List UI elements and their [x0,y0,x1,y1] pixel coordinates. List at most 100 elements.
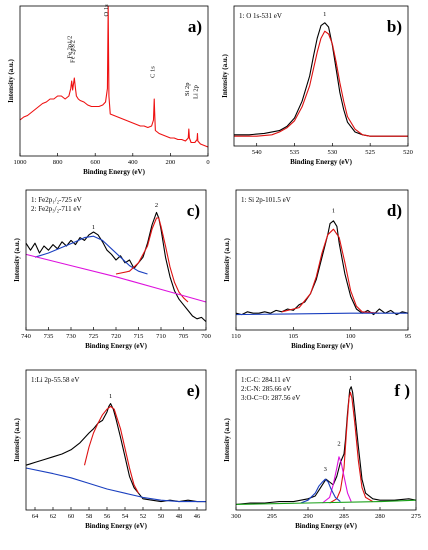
x-axis-label: Binding Energy (eV) [83,168,146,176]
series-line-0 [25,211,207,323]
x-axis-label: Binding Energy (eV) [85,342,148,350]
y-axis-label: Intensity (a.u.) [13,417,21,461]
peak-annotation: 1 [92,224,95,231]
plot-frame [19,5,209,157]
series-line-0 [234,22,408,137]
legend-entry: 1: O 1s-531 eV [239,12,282,20]
x-tick-label: 52 [140,513,147,520]
series-line-1 [234,30,408,137]
x-tick-label: 710 [156,333,166,340]
series-line-2 [235,312,408,316]
x-tick-label: 700 [201,333,211,340]
peak-annotation: 1 [109,393,112,400]
y-axis-label: Intensity (a.u.) [223,417,231,461]
legend-entry: 3:O-C=O: 287.56 eV [241,394,300,402]
series-line-1 [329,391,374,504]
panel-f: 300 295 290 285 280 275 Binding Energy (eV) Int… [223,369,421,530]
x-tick-label: 110 [231,333,241,340]
x-tick-label: 48 [176,513,183,520]
x-tick-label: 58 [86,513,93,520]
x-tick-label: 520 [403,149,413,156]
panel-d: 110 105 100 95 Binding Energy (eV) Intensity … [223,189,412,350]
series-line-0 [19,5,209,148]
y-axis-label: Intensity (a.u.) [223,237,231,281]
series-line-1 [34,235,148,275]
x-tick-label: 100 [346,333,356,340]
x-tick-label: 725 [89,333,99,340]
x-tick-label: 62 [50,513,57,520]
series-line-1 [83,405,139,494]
x-tick-label: 740 [21,333,31,340]
x-tick-label: 525 [365,149,375,156]
x-tick-label: 280 [375,513,385,520]
x-tick-label: 290 [303,513,313,520]
x-tick-label: 105 [288,333,298,340]
legend-entry: 1:Li 2p-55.58 eV [31,376,79,384]
plot-frame [235,369,417,511]
panel-label: e) [187,381,200,400]
y-axis-label: Intensity (a.u.) [221,53,229,97]
x-tick-label: 95 [405,333,412,340]
series-line-3 [25,253,207,303]
legend-entry: 1: Fe2p₁/₂-725 eV [31,196,82,204]
x-tick-label: 535 [290,149,300,156]
series-line-2 [25,467,206,503]
series-line-1 [281,228,380,314]
panel-a: 1000 800 600 400 200 0 Binding Energy (eV) Inte… [7,4,210,176]
peak-annotation: Si 2p [184,82,191,96]
y-axis-label: Intensity (a.u.) [13,237,21,281]
x-tick-label: 715 [134,333,144,340]
x-tick-label: 275 [411,513,421,520]
peak-annotation: Fe 2p1/2 [67,36,74,59]
panel-label: f ) [394,381,410,400]
series-line-0 [25,403,206,503]
series-line-3 [300,478,341,504]
x-tick-label: 200 [166,159,176,166]
panel-label: a) [188,17,202,36]
x-axis-label: Binding Energy (eV) [291,342,354,350]
x-tick-label: 285 [339,513,349,520]
panel-e: 64 62 60 58 56 54 52 50 48 46 Binding Energy (eV) I… [13,369,207,530]
x-tick-label: 400 [128,159,138,166]
x-tick-label: 54 [122,513,129,520]
peak-annotation: 1 [349,375,352,382]
legend-entry: 2: Fe2p₃/₂-711 eV [31,205,82,213]
x-tick-label: 730 [66,333,76,340]
x-tick-label: 0 [206,159,209,166]
x-tick-label: 56 [104,513,111,520]
peak-annotation: Li 2p [192,85,199,99]
x-tick-label: 600 [90,159,100,166]
x-tick-label: 295 [267,513,277,520]
peak-annotation: Fe 2p3/2 [69,40,76,63]
x-axis-label: Binding Energy (eV) [295,522,358,530]
panel-label: c) [187,201,200,220]
x-tick-label: 540 [252,149,262,156]
legend-entry: 1: Si 2p-101.5 eV [241,196,291,204]
x-tick-label: 735 [44,333,54,340]
x-tick-label: 64 [32,513,39,520]
panel-label: d) [387,201,402,220]
panel-b: 540 535 530 525 520 Binding Energy (eV) Intens… [221,5,413,166]
x-axis-label: Binding Energy (eV) [85,522,148,530]
series-line-0 [235,220,409,316]
plot-frame [233,5,409,147]
peak-annotation: 1 [323,11,326,18]
plot-frame [235,189,409,331]
series-line-0 [235,386,417,505]
peak-annotation: 1 [332,207,335,214]
peak-annotation: O 1s [103,4,110,17]
x-tick-label: 1000 [14,159,27,166]
x-tick-label: 800 [53,159,63,166]
x-axis-label: Binding Energy (eV) [290,158,353,166]
series-line-2 [322,456,352,504]
panel-c: 740 735 730 725 720 715 710 705 700 Binding Energ… [13,189,211,350]
peak-annotation: 3 [324,466,327,473]
x-tick-label: 46 [194,513,201,520]
y-axis-label: Intensity (a.u.) [7,58,15,102]
legend-entry: 1:C-C: 284.11 eV [241,376,291,384]
peak-annotation: C 1s [149,66,156,78]
x-tick-label: 720 [111,333,121,340]
peak-annotation: 2 [337,441,340,448]
legend-entry: 2:C-N: 285.66 eV [241,385,291,393]
x-tick-label: 60 [68,513,75,520]
